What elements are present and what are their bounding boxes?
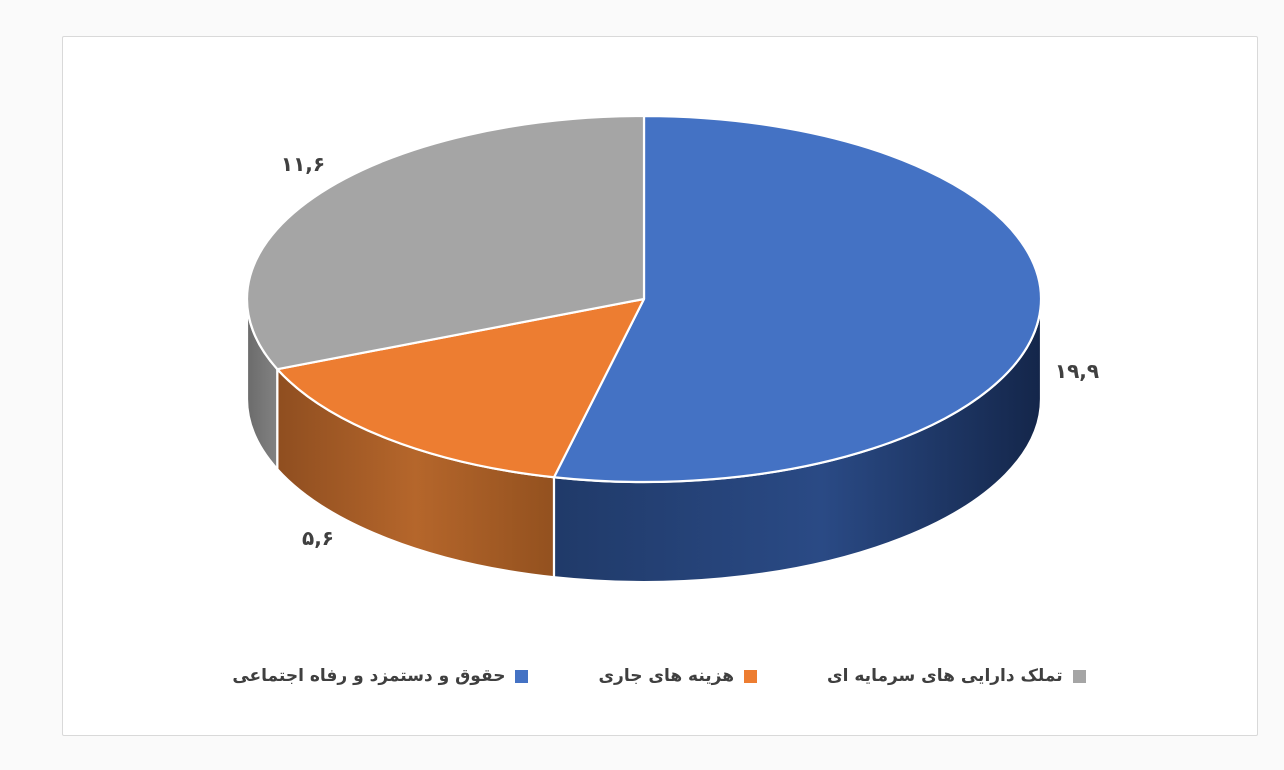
pie-slice-2 (245, 114, 646, 371)
legend-item-current-expenses: هزینه های جاری (598, 666, 758, 686)
pie-slice-1 (276, 297, 646, 479)
legend-marker-gray-icon (1072, 669, 1086, 683)
pie-top-slices (245, 114, 1043, 484)
data-label-gray-slice: ۱۱,۶ (280, 152, 326, 176)
legend-marker-blue-icon (515, 669, 529, 683)
pie-slice-0 (552, 114, 1043, 484)
data-label-orange-slice: ۵,۶ (301, 526, 335, 550)
legend-label-capital-assets: تملک دارایی های سرمایه ای (827, 666, 1063, 686)
legend-marker-orange-icon (744, 669, 758, 683)
legend-label-current-expenses: هزینه های جاری (598, 666, 735, 686)
legend-label-salaries: حقوق و دستمزد و رفاه اجتماعی (232, 666, 506, 686)
data-label-blue-slice: ۱۹,۹ (1054, 359, 1100, 383)
chart-legend: حقوق و دستمزد و رفاه اجتماعی هزینه های ج… (62, 666, 1256, 686)
legend-item-salaries: حقوق و دستمزد و رفاه اجتماعی (232, 666, 529, 686)
legend-item-capital-assets: تملک دارایی های سرمایه ای (827, 666, 1086, 686)
